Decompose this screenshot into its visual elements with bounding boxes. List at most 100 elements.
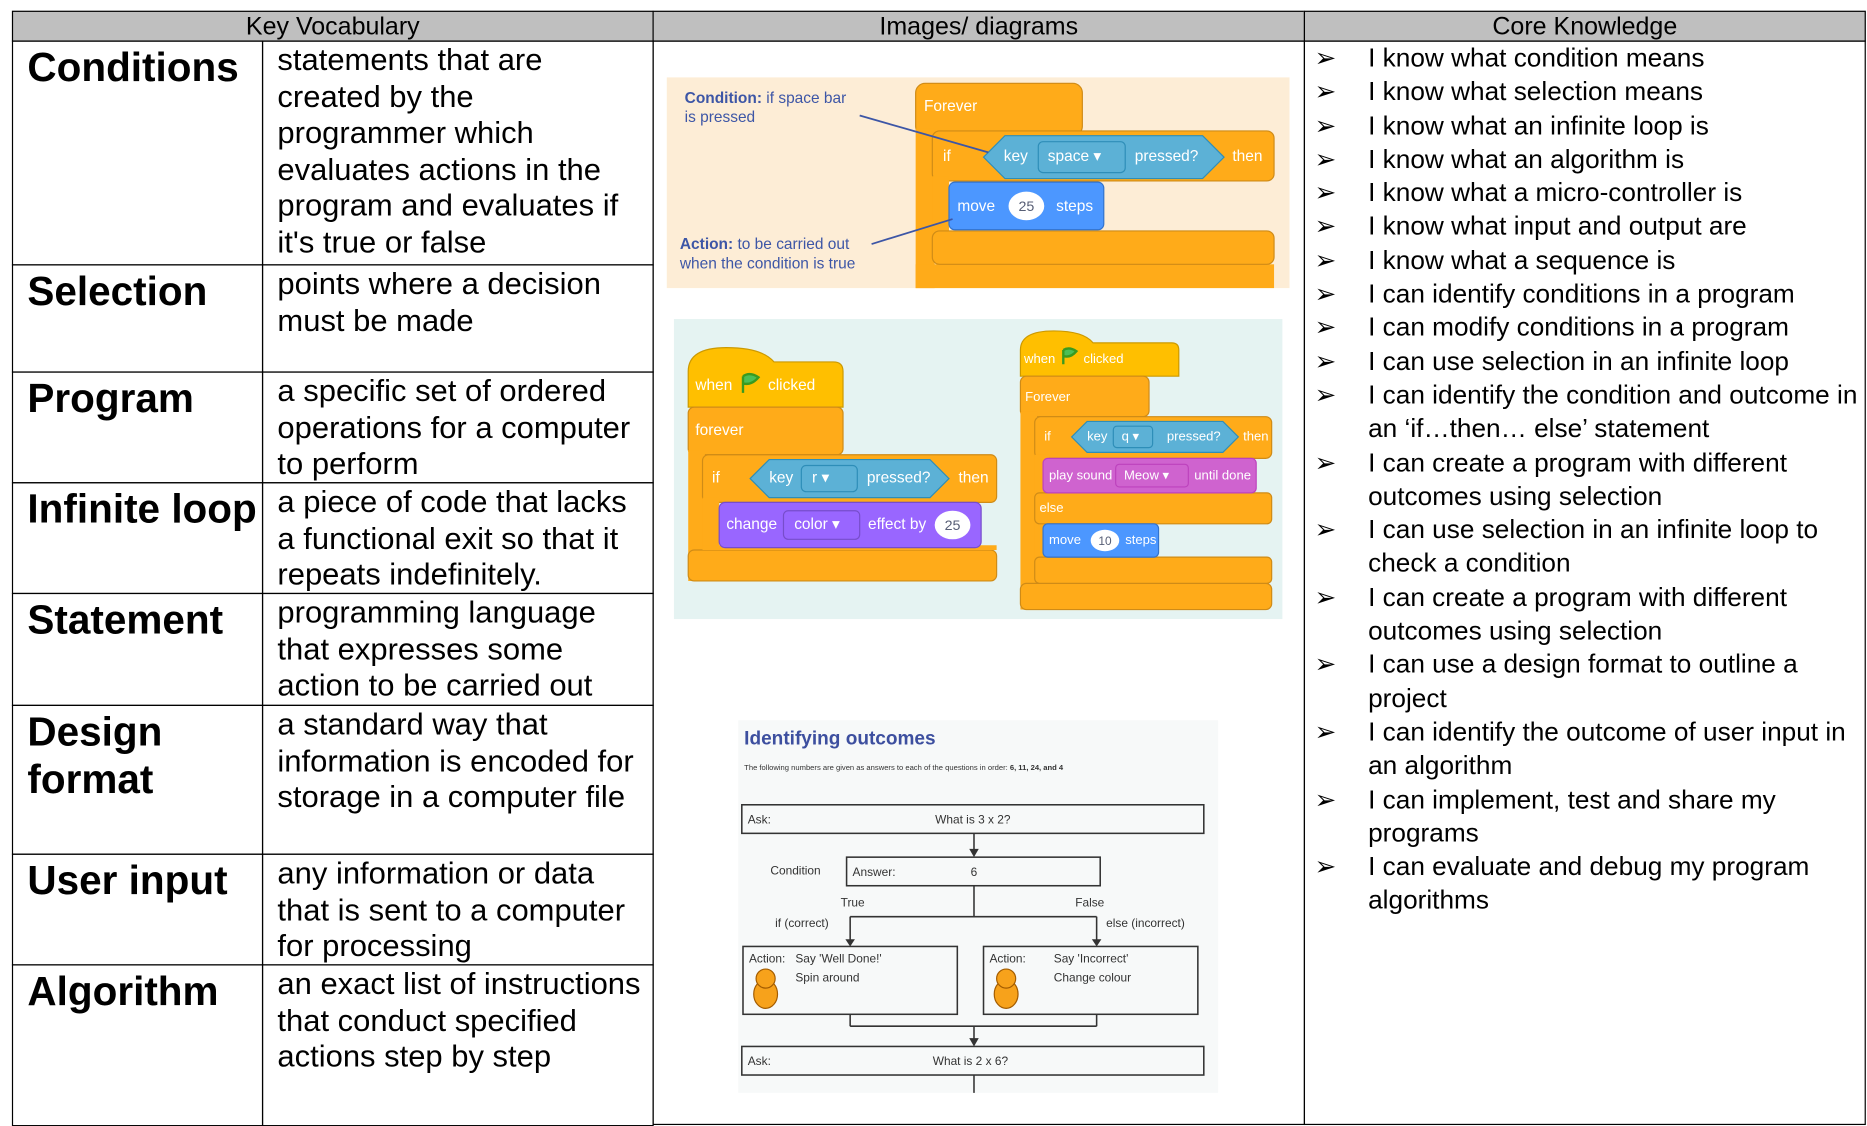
core-text: I can use a design format to outline a p… <box>1368 649 1798 713</box>
core-text: I can use selection in an infinite loop … <box>1368 514 1819 578</box>
arrowhead <box>1091 939 1102 947</box>
block-label: then <box>1232 148 1262 165</box>
connector <box>849 885 1098 941</box>
flowchart-intro: The following numbers are given as answe… <box>744 763 1064 772</box>
core-item: ➢ I know what an infinite loop is <box>1315 109 1858 143</box>
flow-text: Say 'Well Done!' <box>795 952 881 966</box>
flow-text: What is 3 x 2? <box>935 812 1011 826</box>
block-label: when <box>1023 351 1055 366</box>
block-label: Forever <box>924 98 977 115</box>
bullet: ➢ <box>1314 379 1337 410</box>
flow-label: False <box>1075 896 1104 910</box>
core-item: ➢ I know what a micro-controller is <box>1315 176 1858 210</box>
block-label: 10 <box>1098 534 1112 548</box>
bullet: ➢ <box>1314 783 1337 814</box>
core-knowledge-list: ➢ I know what condition means ➢ I know what… <box>1303 40 1866 1126</box>
core-item: ➢ I can use selection in an infinite loop <box>1315 345 1858 379</box>
flow-text: Say 'Incorrect' <box>1054 952 1129 966</box>
arrowhead <box>969 848 979 858</box>
loop-examples: when clicked forever if key r ▾ pressed?… <box>673 319 1283 620</box>
flow-box <box>982 945 1199 1016</box>
block <box>1019 582 1273 611</box>
header-cell: Core Knowledge <box>1303 10 1866 42</box>
block-label: key <box>1087 428 1108 443</box>
core-item: ➢ I can identify the condition and outcom… <box>1315 379 1858 446</box>
block-label: 25 <box>1018 199 1034 215</box>
flow-box <box>741 1045 1205 1076</box>
core-text: I can identify conditions in a program <box>1368 278 1795 309</box>
block-label: move <box>957 198 995 215</box>
block-label: pressed? <box>867 470 931 487</box>
hat-block <box>1019 330 1180 377</box>
core-item: ➢ I can identify the outcome of user inpu… <box>1315 715 1858 782</box>
pointer <box>871 218 953 245</box>
note-text: is pressed <box>685 109 756 126</box>
dropdown <box>1115 463 1189 488</box>
block-label: pressed? <box>1167 428 1221 443</box>
input <box>1008 191 1045 221</box>
note-label: Action: <box>680 236 733 253</box>
pointer <box>859 114 989 154</box>
block-label: when <box>694 377 732 394</box>
flow-box <box>741 804 1205 835</box>
block-label: r ▾ <box>812 470 829 487</box>
block <box>915 128 935 289</box>
bullet: ➢ <box>1314 110 1337 140</box>
bullet: ➢ <box>1314 177 1337 208</box>
flow-label: Ask: <box>748 1054 771 1068</box>
block <box>688 450 705 581</box>
block-label: else <box>1039 500 1063 515</box>
cat-icon <box>993 968 1019 1009</box>
core-item: ➢ I know what selection means <box>1315 75 1858 109</box>
vocab-definition: a specific set of ordered operations for… <box>261 371 654 484</box>
core-item: ➢ I can create a program with different o… <box>1315 581 1858 648</box>
core-text: I can modify conditions in a program <box>1368 312 1789 343</box>
block-label: key <box>1004 148 1028 165</box>
bullet: ➢ <box>1314 42 1337 73</box>
block-label: change <box>726 516 777 533</box>
core-item: ➢ I know what a sequence is <box>1315 244 1858 278</box>
bullet: ➢ <box>1314 76 1337 107</box>
core-item: ➢ I can evaluate and debug my program alg… <box>1315 850 1858 917</box>
core-text: I know what selection means <box>1368 76 1704 107</box>
panel-bg <box>738 720 1219 1093</box>
block <box>687 549 998 582</box>
bullet: ➢ <box>1314 244 1337 275</box>
block <box>931 230 1275 265</box>
flag-icon <box>741 372 761 393</box>
connector <box>849 1014 1098 1040</box>
block-label: if <box>943 148 951 165</box>
input <box>934 510 971 540</box>
flag-icon <box>1062 347 1079 365</box>
block <box>1034 492 1273 525</box>
dropdown <box>1037 141 1126 174</box>
core-item: ➢ I know what an algorithm is <box>1315 143 1858 177</box>
block <box>702 497 720 551</box>
core-item: ➢ I can identify conditions in a program <box>1315 277 1858 311</box>
block-label: play sound <box>1049 468 1112 483</box>
core-text: I can evaluate and debug my program algo… <box>1368 851 1810 915</box>
flow-label: Condition <box>770 864 820 878</box>
core-text: I can identify the outcome of user input… <box>1368 716 1846 781</box>
flow-label: True <box>841 896 865 910</box>
block-label: clicked <box>1084 351 1124 366</box>
block-label: Meow ▾ <box>1124 468 1170 483</box>
vocab-definition: a piece of code that lacks a functional … <box>261 482 654 595</box>
vocab-definition: any information or data that is sent to … <box>261 853 654 966</box>
input <box>1090 529 1120 552</box>
block-label: q ▾ <box>1122 428 1140 443</box>
block <box>915 264 1275 289</box>
arrowhead <box>969 1038 979 1047</box>
core-item: ➢ I can modify conditions in a program <box>1315 311 1858 345</box>
block-label: steps <box>1056 198 1093 215</box>
block-label: forever <box>695 422 743 439</box>
core-text: I know what an infinite loop is <box>1368 110 1709 140</box>
bullet: ➢ <box>1314 211 1337 242</box>
core-text: I can implement, test and share my progr… <box>1368 783 1776 848</box>
block <box>932 176 949 236</box>
block-label: 25 <box>945 518 961 534</box>
flowchart: Identifying outcomes The following numbe… <box>738 720 1219 1093</box>
core-item: ➢ I can use selection in an infinite loop… <box>1315 513 1858 580</box>
